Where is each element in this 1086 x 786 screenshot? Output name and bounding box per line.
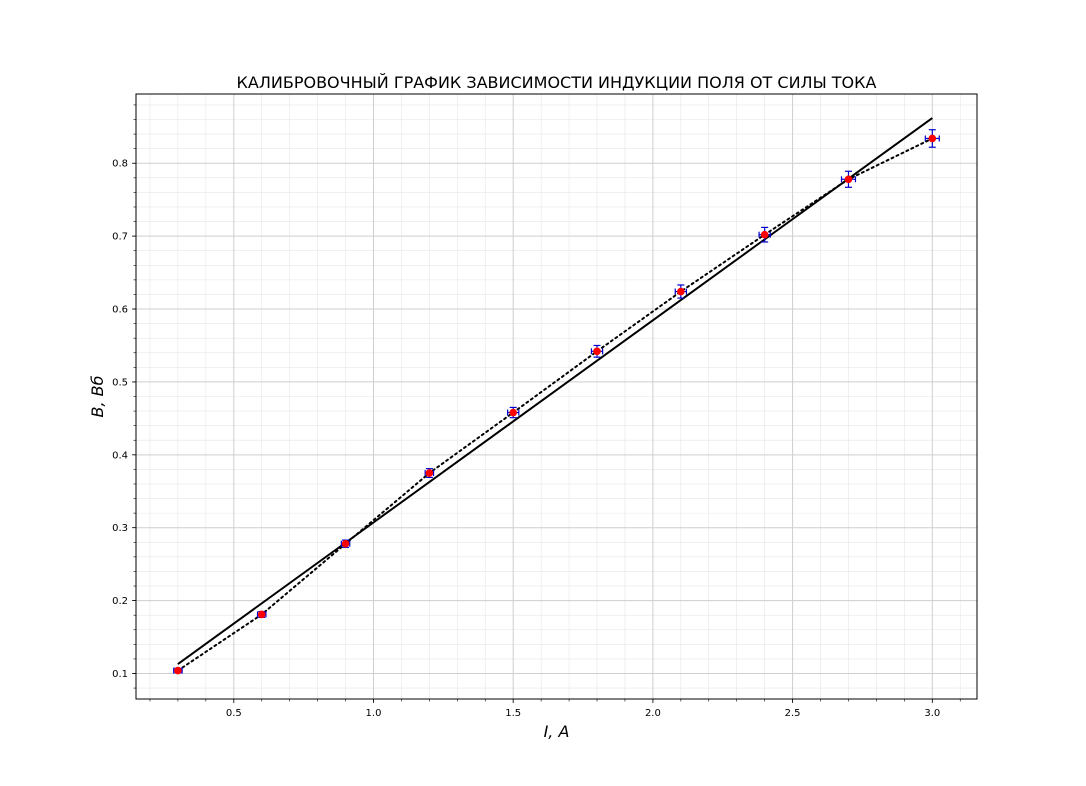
series-layer [173,117,940,675]
data-point-group [758,226,771,243]
data-point-group [590,344,604,358]
minor-grid [136,94,977,699]
y-tick-label: 0.1 [112,669,128,680]
y-axis-label: B, Вб [88,375,107,417]
x-tick-labels: 0.5 1.0 1.5 2.0 2.5 3.0 [226,708,940,719]
x-tick-label: 3.0 [924,708,940,719]
data-point-group [424,468,435,479]
fit-line [177,117,933,665]
chart-title: КАЛИБРОВОЧНЫЙ ГРАФИК ЗАВИСИМОСТИ ИНДУКЦИ… [237,73,877,92]
axis-ticks [132,104,961,703]
data-point-group [507,406,520,419]
data-point [928,134,937,143]
data-point [341,539,350,548]
data-point-group [840,170,857,188]
major-grid [136,94,977,699]
data-point-group [924,129,940,148]
data-point [593,347,601,356]
data-point [844,175,853,184]
data-point [509,408,517,417]
x-tick-label: 1.5 [505,708,521,719]
y-tick-labels: 0.1 0.2 0.3 0.4 0.5 0.6 0.7 0.8 [112,159,128,680]
data-point-group [173,666,183,675]
y-tick-label: 0.4 [112,450,128,461]
data-point [425,469,434,477]
y-tick-label: 0.3 [112,523,128,534]
data-point-group [340,539,351,548]
y-tick-label: 0.2 [112,596,128,607]
x-tick-label: 2.5 [785,708,801,719]
data-point [174,666,182,675]
x-tick-label: 1.0 [366,708,382,719]
y-tick-label: 0.8 [112,159,128,170]
connecting-dotted-line [176,137,934,672]
data-point-group [256,610,267,619]
y-tick-label: 0.5 [112,377,128,388]
data-point-group [674,284,688,299]
data-point [677,287,685,296]
data-point [760,230,769,239]
data-point [257,610,266,619]
x-tick-label: 2.0 [645,708,661,719]
y-tick-label: 0.7 [112,232,128,243]
x-axis-label: I, A [544,722,570,741]
y-tick-label: 0.6 [112,305,128,316]
x-tick-label: 0.5 [226,708,242,719]
